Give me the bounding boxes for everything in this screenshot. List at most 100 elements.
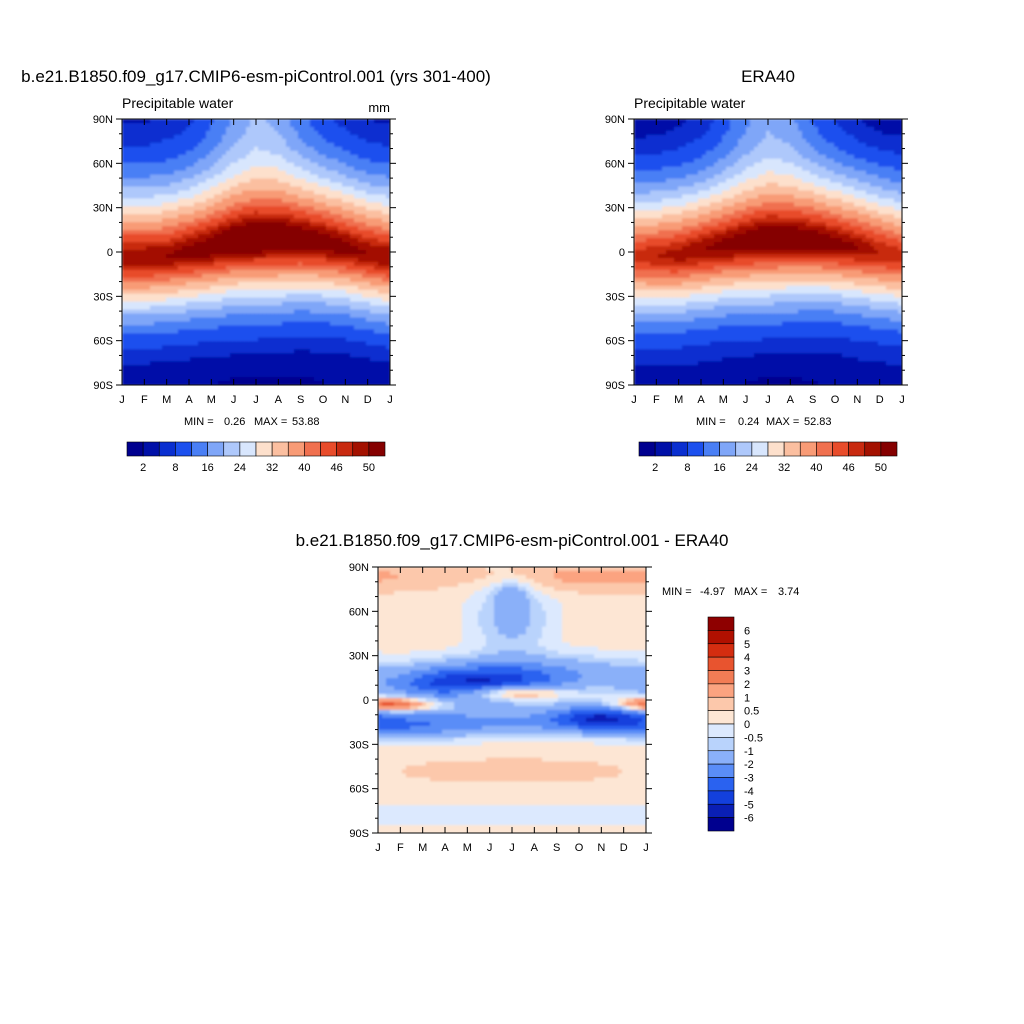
model-cell: [274, 130, 279, 136]
model-cell: [286, 178, 291, 184]
model-cell: [246, 289, 251, 295]
model-cell: [274, 154, 279, 160]
model-cell: [202, 230, 207, 235]
model-cell: [182, 293, 187, 299]
model-cell: [246, 242, 251, 247]
model-cell: [258, 365, 263, 370]
model-cell: [214, 369, 219, 374]
model-cell: [226, 122, 231, 128]
model-cell: [374, 138, 379, 144]
model-cell: [150, 253, 155, 259]
model-cell: [334, 218, 339, 223]
model-cell: [290, 345, 295, 350]
model-cell: [166, 246, 171, 251]
model-cell: [194, 246, 199, 251]
model-cell: [130, 297, 135, 303]
model-cell: [290, 281, 295, 287]
model-cell: [202, 253, 207, 259]
model-cell: [258, 361, 263, 366]
model-cell: [230, 154, 235, 160]
model-cell: [358, 273, 363, 279]
model-cell: [322, 285, 327, 291]
model-cell: [326, 309, 331, 315]
model-cell: [302, 206, 307, 212]
era40-cell: [694, 126, 699, 132]
model-cell: [126, 357, 131, 362]
model-cell: [206, 333, 211, 339]
model-cell: [242, 357, 247, 362]
model-cell: [318, 285, 323, 291]
model-cell: [226, 329, 231, 335]
model-cell: [278, 182, 283, 188]
model-cell: [202, 369, 207, 374]
model-cell: [210, 281, 215, 287]
model-cell: [174, 349, 179, 354]
model-cell: [366, 337, 371, 343]
model-cell: [346, 297, 351, 303]
model-cell: [230, 317, 235, 323]
model-cell: [362, 349, 367, 354]
model-cell: [314, 369, 319, 374]
era40-cell: [662, 126, 667, 132]
model-cell: [142, 325, 147, 331]
model-cell: [326, 305, 331, 311]
model-cell: [334, 146, 339, 152]
model-cell: [266, 285, 271, 291]
model-cell: [186, 353, 191, 358]
model-cell: [210, 345, 215, 350]
model-cell: [374, 246, 379, 251]
model-cell: [306, 210, 311, 215]
model-cell: [294, 305, 299, 311]
model-cell: [346, 186, 351, 192]
era40-cell: [730, 122, 735, 128]
model-cell: [290, 170, 295, 176]
model-cell: [306, 222, 311, 227]
model-cell: [342, 273, 347, 279]
model-cell: [210, 134, 215, 140]
model-cell: [126, 309, 131, 315]
model-cell: [306, 293, 311, 299]
model-cell: [282, 242, 287, 247]
era40-cell: [782, 119, 787, 124]
model-cell: [230, 178, 235, 184]
model-cell: [198, 119, 203, 124]
model-cell: [378, 218, 383, 223]
model-cell: [214, 297, 219, 303]
model-cell: [182, 238, 187, 243]
model-cell: [318, 238, 323, 243]
model-cell: [386, 357, 390, 362]
model-cell: [222, 222, 227, 227]
model-cell: [214, 119, 219, 124]
model-cell: [298, 365, 303, 370]
era40-cell: [826, 122, 831, 128]
model-cell: [274, 162, 279, 168]
model-cell: [170, 222, 175, 227]
model-cell: [338, 119, 343, 124]
model-cell: [274, 186, 279, 192]
era40-cell: [730, 134, 735, 140]
model-cell: [274, 365, 279, 370]
model-cell: [342, 365, 347, 370]
model-cell: [238, 170, 243, 176]
model-cell: [230, 365, 235, 370]
model-cell: [318, 170, 323, 176]
era40-cell: [782, 122, 787, 128]
model-xtick-label: A: [275, 394, 283, 406]
model-cell: [266, 202, 271, 208]
model-cell: [214, 158, 219, 164]
model-cell: [346, 265, 351, 271]
model-cell: [170, 265, 175, 271]
model-cell: [326, 222, 331, 227]
model-cell: [354, 377, 359, 382]
model-cell: [262, 293, 267, 299]
model-cell: [154, 265, 159, 271]
model-cell: [330, 297, 335, 303]
model-cell: [226, 369, 231, 374]
model-cell: [382, 158, 387, 164]
model-cell: [374, 166, 379, 172]
era40-cell: [726, 122, 731, 128]
model-cell: [210, 210, 215, 215]
model-cell: [370, 361, 375, 366]
model-cell: [170, 377, 175, 382]
model-cell: [250, 150, 255, 156]
